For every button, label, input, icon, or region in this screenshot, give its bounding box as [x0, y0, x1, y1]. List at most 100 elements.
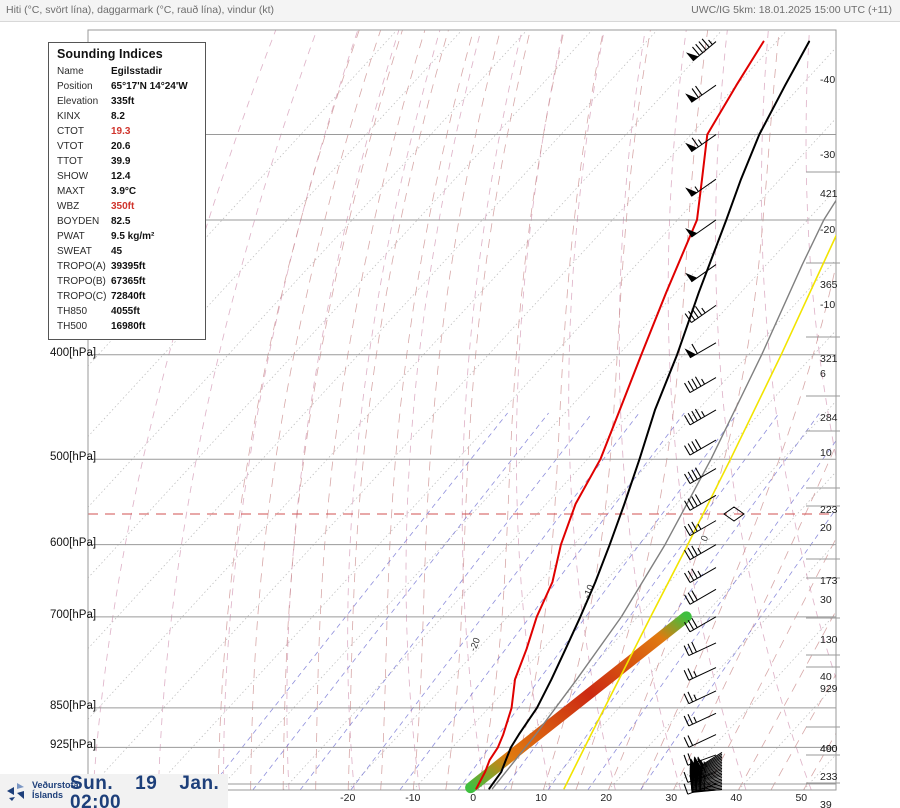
- curve-dewpoint[interactable]: [475, 40, 765, 790]
- wind-barb: [684, 467, 717, 484]
- index-key: TH850: [57, 306, 88, 317]
- right-axis-label: 490: [820, 743, 838, 755]
- index-value: Egilsstadir: [111, 66, 163, 77]
- wind-barb: [684, 376, 717, 393]
- index-row: BOYDEN 82.5: [57, 214, 199, 229]
- isotherm-label: -20: [468, 636, 483, 653]
- mixing-ratio-line: [640, 508, 836, 790]
- moist-adiabat-line: [869, 23, 900, 790]
- stamp-time: 02:00: [70, 792, 122, 808]
- indices-rows: Name Egilsstadir Position 65°17'N 14°24'W El…: [57, 64, 199, 334]
- index-row: TROPO(A) 39395ft: [57, 259, 199, 274]
- temperature-tick-label: 10: [535, 792, 547, 804]
- wind-barb: [684, 544, 717, 561]
- isotherm-line: [608, 542, 836, 790]
- right-axis-label: 173: [820, 575, 838, 587]
- right-axis-label: 6: [820, 368, 826, 380]
- index-row: KINX 8.2: [57, 109, 199, 124]
- wind-barb: [685, 178, 717, 197]
- dry-adiabat-line: [405, 30, 482, 790]
- right-axis-label: 233: [820, 771, 838, 783]
- index-value: 3.9°C: [111, 186, 137, 197]
- skewt-chart[interactable]: 30 20 0 -10 -20: [0, 22, 900, 808]
- curve-wetbulb[interactable]: [563, 42, 900, 790]
- index-row: Elevation 335ft: [57, 94, 199, 109]
- isotherm-line: [88, 30, 658, 650]
- wbz-marker-icon: [723, 506, 745, 522]
- dry-adiabat-line: [157, 30, 318, 790]
- index-row: CTOT 19.3: [57, 124, 199, 139]
- dry-adiabat-line: [92, 30, 277, 790]
- right-axis-label: 365: [820, 279, 838, 291]
- index-value: 67365ft: [111, 276, 146, 287]
- moist-adiabat-line: [217, 30, 360, 790]
- shear-bar-line: [465, 611, 692, 794]
- isotherm-line: [347, 259, 836, 790]
- dry-adiabat-line: [891, 23, 900, 790]
- moist-adiabat-line: [640, 263, 836, 790]
- skewt-canvas[interactable]: 30 20 0 -10 -20: [0, 22, 900, 808]
- wind-barb: [683, 667, 717, 681]
- dry-adiabat-line: [223, 30, 359, 790]
- moist-adiabat-line: [347, 30, 449, 790]
- temperature-tick-label: -20: [340, 792, 356, 804]
- dry-adiabat-line: [849, 23, 900, 790]
- pressure-tick-label: 850[hPa]: [50, 699, 97, 712]
- isotherm-line: [478, 400, 836, 790]
- index-value: 9.5 kg/m²: [111, 231, 155, 242]
- dry-adiabat-line: [618, 30, 682, 790]
- index-value: 39.9: [111, 156, 131, 167]
- right-axis-label: -30: [820, 149, 836, 161]
- right-axis-label: 321: [820, 353, 838, 365]
- moist-adiabat-line: [607, 30, 780, 790]
- dry-adiabat-line: [568, 30, 616, 790]
- wind-barb: [684, 567, 717, 583]
- moist-adiabat-line: [835, 789, 836, 790]
- index-key: TROPO(B): [57, 276, 106, 287]
- right-axis-label: 130: [820, 634, 838, 646]
- wind-barb: [683, 734, 717, 748]
- index-key: SHOW: [57, 171, 89, 182]
- wind-barb-column: [683, 38, 723, 795]
- wind-barb: [684, 520, 717, 537]
- index-value: 39395ft: [111, 261, 146, 272]
- wind-barb: [685, 264, 717, 283]
- wind-barb: [684, 304, 717, 323]
- isotherm-line: [869, 30, 900, 790]
- index-value: 12.4: [111, 171, 131, 182]
- wind-barb: [683, 641, 717, 657]
- curve-parcel[interactable]: [491, 153, 867, 790]
- isotherm-line: [88, 30, 593, 579]
- isotherm-line: [217, 117, 836, 790]
- isotherm-line: [282, 188, 836, 790]
- moist-adiabat-line: [282, 30, 403, 790]
- wind-barb: [684, 494, 717, 511]
- mixing-ratio-line: [299, 412, 593, 790]
- header-model-run-text: UWC/IG 5km: 18.01.2025 15:00 UTC (+11): [691, 4, 892, 16]
- dry-adiabat-line: [515, 30, 564, 790]
- index-value: 335ft: [111, 96, 135, 107]
- temperature-tick-label: 50: [795, 792, 808, 804]
- curve-temperature[interactable]: [488, 40, 811, 790]
- wind-barb: [684, 408, 717, 426]
- index-row: PWAT 9.5 kg/m²: [57, 229, 199, 244]
- index-key: SWEAT: [57, 246, 92, 257]
- right-axis-label: 284: [820, 412, 838, 424]
- index-value: 19.3: [111, 126, 131, 137]
- isotherm-line: [412, 329, 836, 790]
- index-row: TTOT 39.9: [57, 154, 199, 169]
- right-axis-label: 39: [820, 799, 832, 808]
- dry-adiabat-line: [761, 30, 836, 680]
- index-value: 4055ft: [111, 306, 140, 317]
- wind-barb: [685, 134, 717, 153]
- right-axis-label: 223: [820, 504, 838, 516]
- isotherm-grid: 30 20 0 -10 -20: [88, 30, 900, 790]
- wind-barb: [685, 219, 717, 238]
- index-key: TROPO(A): [57, 261, 106, 272]
- index-value: 72840ft: [111, 291, 146, 302]
- moist-adiabat-line: [315, 30, 426, 790]
- isotherm-line: [88, 30, 463, 438]
- index-value: 45: [111, 246, 123, 257]
- moist-adiabat-line: [412, 30, 501, 790]
- dry-adiabat-line: [347, 30, 441, 790]
